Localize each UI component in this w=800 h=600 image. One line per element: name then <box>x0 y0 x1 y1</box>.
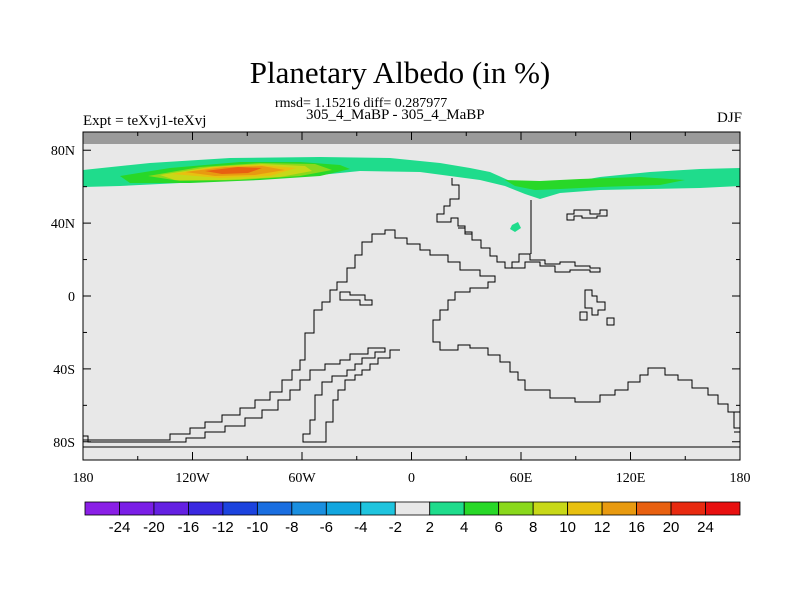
coastline-southern-arm-outer <box>83 347 400 443</box>
experiment-subtitle: 305_4_MaBP - 305_4_MaBP <box>306 107 485 123</box>
coastline-north-landmass <box>436 178 601 273</box>
coastline-pangaea <box>83 229 740 441</box>
y-axis: 80N 40N 0 40S 80S <box>51 144 740 451</box>
y-tick-label: 40N <box>51 217 75 232</box>
colorbar-swatch <box>119 501 155 516</box>
coastline-west-lake <box>339 291 373 306</box>
x-tick-label: 120W <box>175 471 210 486</box>
colorbar-label: -20 <box>143 519 165 536</box>
colorbar-label: 16 <box>628 519 645 536</box>
experiment-label: Expt = teXvj1-teXvj <box>83 113 207 129</box>
colorbar-label: -4 <box>354 519 367 536</box>
coastline-gulf <box>458 227 473 240</box>
colorbar-label: -10 <box>247 519 269 536</box>
colorbar-swatch <box>394 501 431 516</box>
colorbar-swatch <box>291 501 327 516</box>
colorbar-swatch <box>705 501 741 516</box>
x-tick-label: 180 <box>73 471 94 486</box>
y-tick-label: 80S <box>53 436 75 451</box>
y-tick-label: 80N <box>51 144 75 159</box>
anomaly-fill-layer <box>83 157 740 232</box>
colorbar-label: -6 <box>320 519 333 536</box>
colorbar-label: -24 <box>109 519 131 536</box>
colorbar-label: 6 <box>495 519 503 536</box>
colorbar-swatch <box>532 501 569 516</box>
colorbar-swatch <box>256 501 293 516</box>
x-tick-label: 180 <box>730 471 751 486</box>
page-title: Planetary Albedo (in %) <box>249 55 551 90</box>
colorbar-label: 10 <box>559 519 576 536</box>
x-tick-label: 120E <box>616 471 646 486</box>
coastline-east-island <box>566 209 608 221</box>
colorbar-label: 12 <box>594 519 611 536</box>
colorbar: -24 -20 -16 -12 -10 -8 -6 -4 -2 2 4 6 8 10 12 16 20 24 <box>84 501 741 536</box>
colorbar-swatch <box>188 501 224 516</box>
y-tick-label: 0 <box>68 290 75 305</box>
anomaly-contour-16-20 <box>205 167 262 174</box>
colorbar-swatch <box>360 501 396 516</box>
colorbar-swatch <box>601 501 637 516</box>
coastline-east-islands-south <box>579 289 615 326</box>
colorbar-swatch <box>498 501 534 516</box>
x-tick-label: 60E <box>510 471 533 486</box>
colorbar-swatch <box>567 501 603 516</box>
colorbar-swatch <box>670 501 706 516</box>
colorbar-swatch <box>325 501 362 516</box>
x-tick-label: 0 <box>408 471 415 486</box>
colorbar-label: -2 <box>389 519 402 536</box>
colorbar-label: 24 <box>697 519 714 536</box>
season-label: DJF <box>716 110 742 126</box>
colorbar-label: -12 <box>212 519 234 536</box>
colorbar-label: 4 <box>460 519 468 536</box>
y-tick-label: 40S <box>53 363 75 378</box>
colorbar-swatch <box>222 501 258 516</box>
anomaly-patch-central-asia <box>510 222 521 232</box>
coastline-layer <box>83 178 741 448</box>
colorbar-label: 20 <box>663 519 680 536</box>
x-axis: 180 120W 60W 0 60E 120E 180 <box>73 132 751 486</box>
colorbar-swatch <box>636 501 672 516</box>
colorbar-swatch <box>429 501 465 516</box>
colorbar-label: 2 <box>426 519 434 536</box>
x-tick-label: 60W <box>288 471 316 486</box>
colorbar-label: 8 <box>529 519 537 536</box>
colorbar-swatch <box>153 501 189 516</box>
colorbar-label: -16 <box>178 519 200 536</box>
colorbar-label: -8 <box>285 519 298 536</box>
colorbar-swatch <box>84 501 120 516</box>
colorbar-swatch <box>463 501 500 516</box>
stats-label: rmsd= 1.15216 diff= 0.287977 <box>275 96 448 111</box>
